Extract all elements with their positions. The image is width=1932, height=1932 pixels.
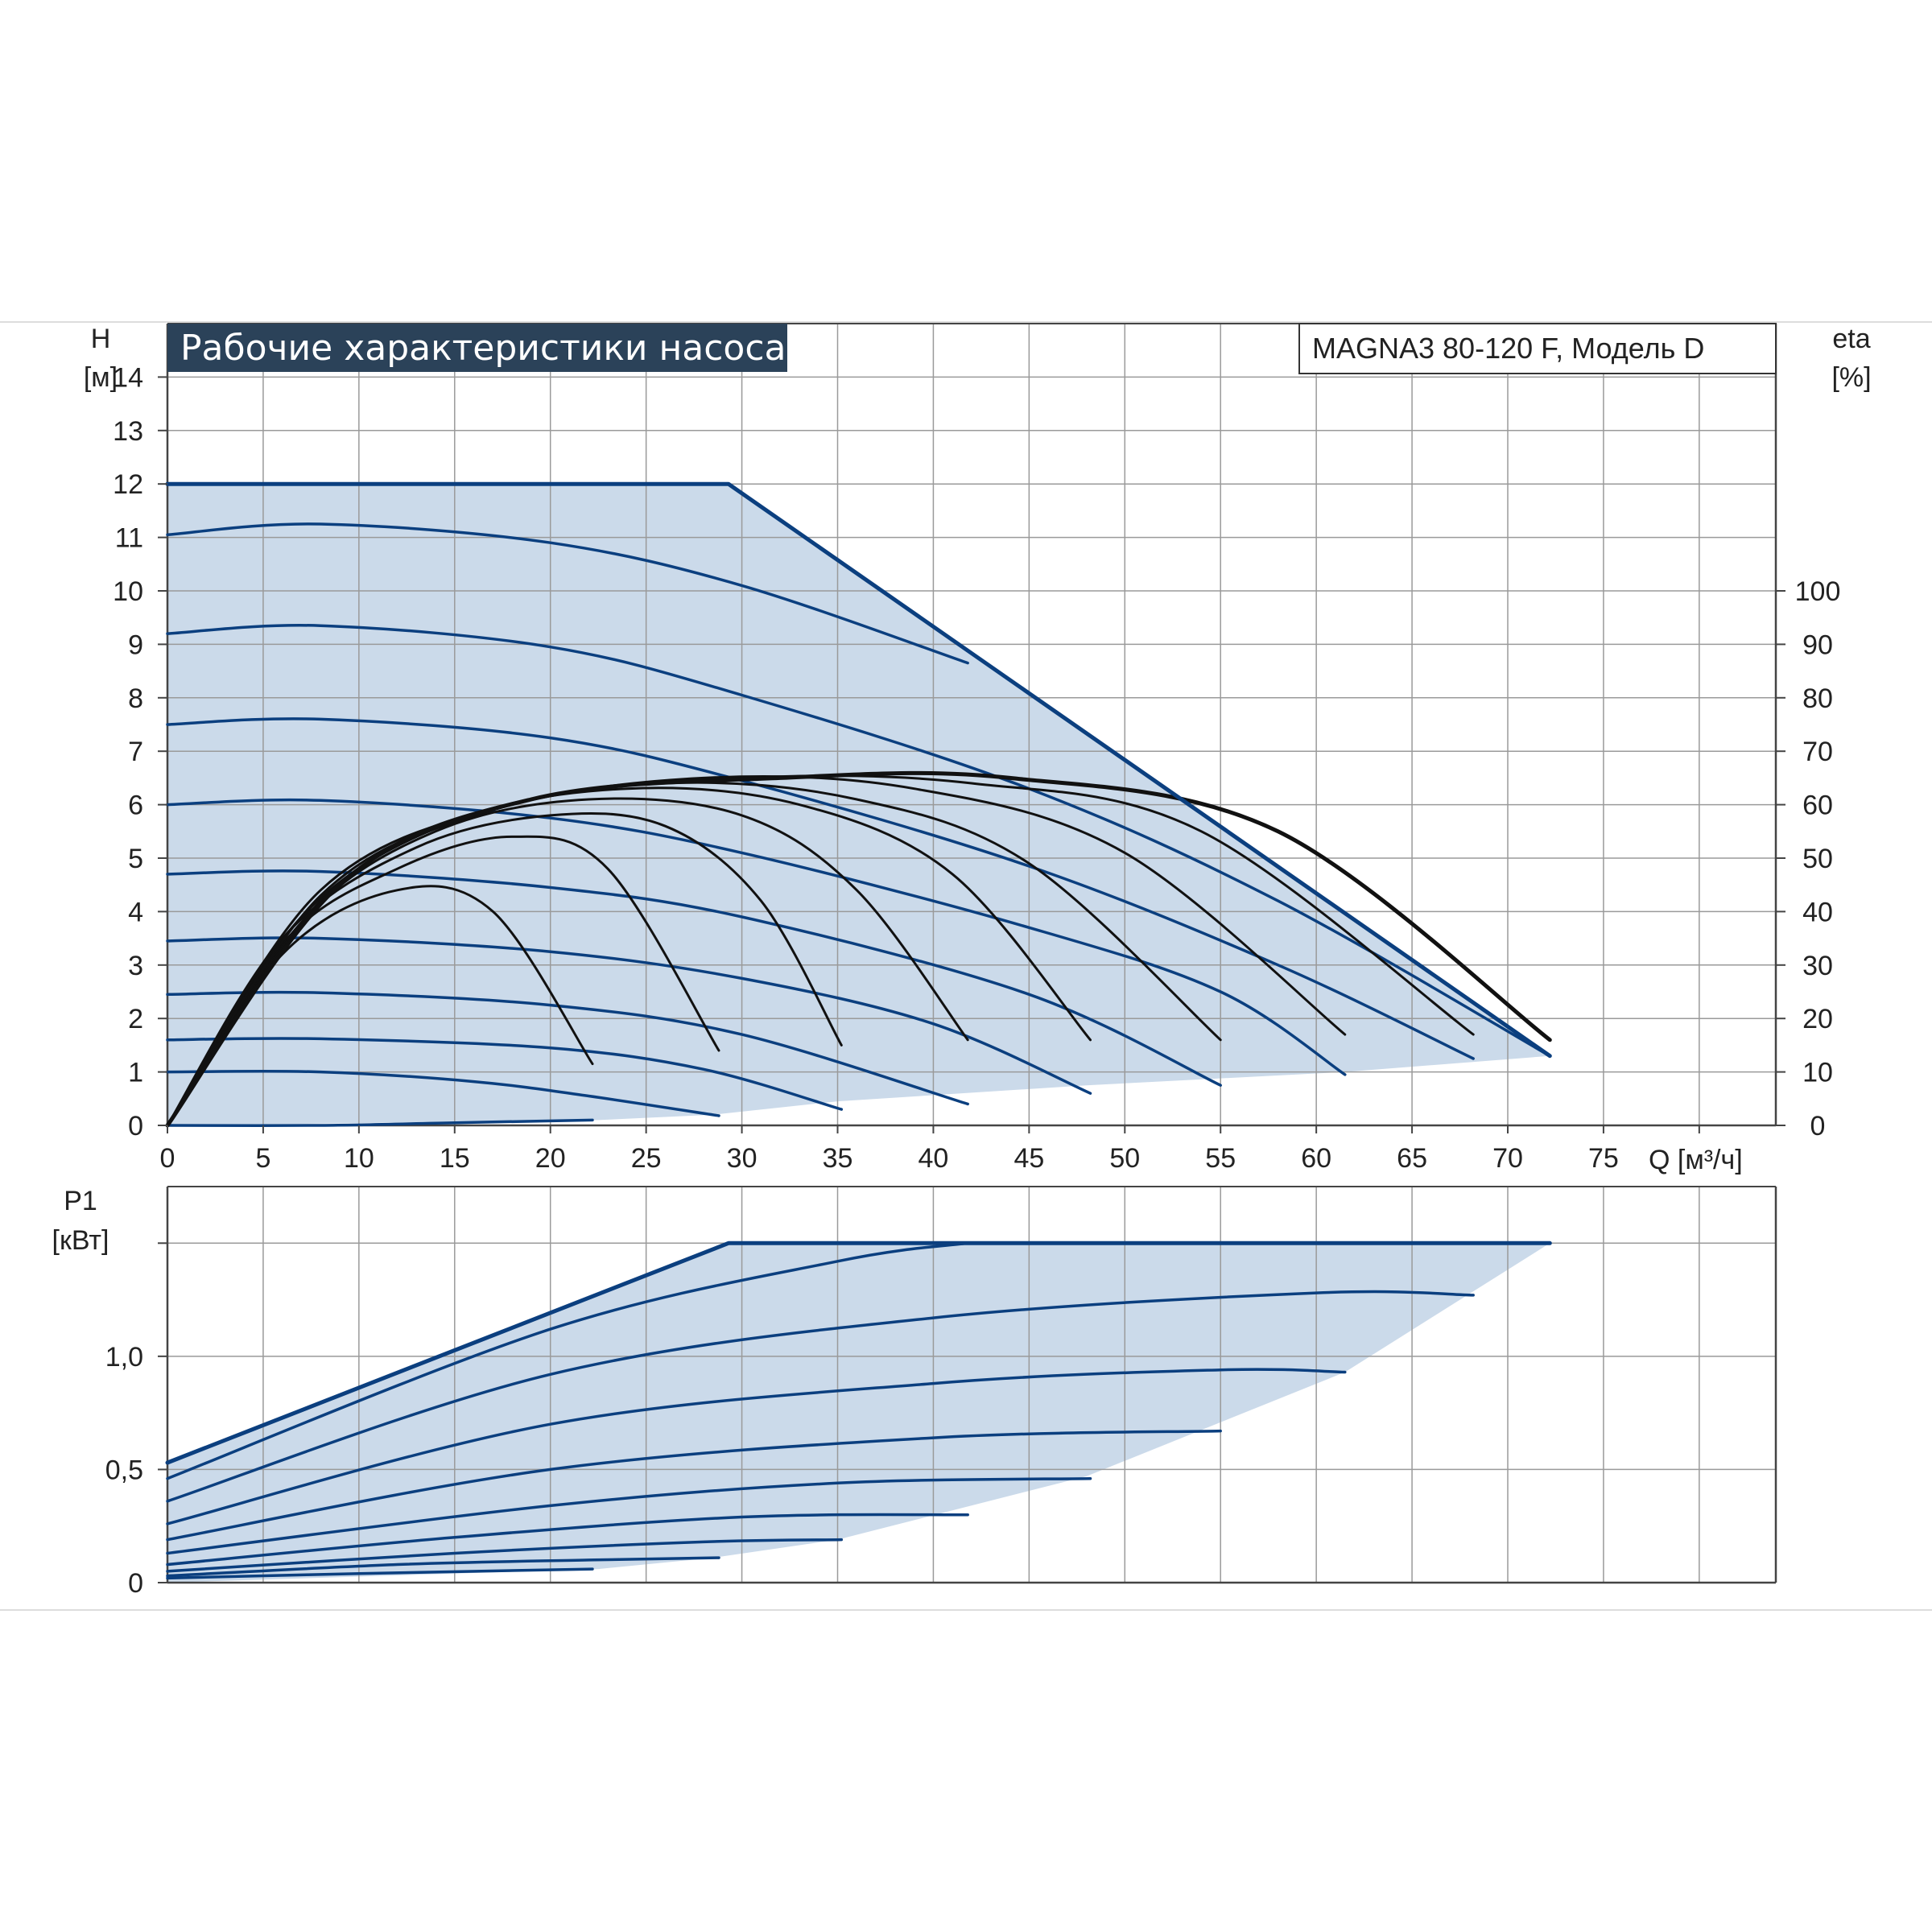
y-tick-label: 3 (128, 951, 143, 981)
head-curve-10 (166, 1118, 594, 1128)
eta-axis-unit: [%] (1831, 362, 1871, 393)
y2-tick-label: 100 (1795, 576, 1841, 607)
head-axis-label: H (91, 324, 111, 354)
x-tick-label: 60 (1301, 1143, 1331, 1174)
power-curves (166, 1241, 1475, 1580)
y2-tick-label: 70 (1802, 737, 1833, 767)
flow-axis-label: Q [м³/ч] (1649, 1145, 1743, 1175)
head-curve-2 (166, 624, 1552, 1058)
title-box (167, 324, 787, 372)
chart-title: Рабочие характеристики насоса (180, 328, 786, 369)
head-curve-8 (166, 1037, 844, 1111)
y-tick-label: 7 (128, 737, 143, 767)
y-tick-label: 12 (113, 469, 143, 500)
power-ticks: 0 0,5 1,0 (105, 1242, 167, 1599)
power-curve-2 (166, 1290, 1475, 1503)
y2-tick-label: 90 (1802, 630, 1833, 660)
x-tick-label: 40 (919, 1143, 949, 1174)
x-tick-label: 15 (440, 1143, 470, 1174)
head-axis-unit: [м] (84, 362, 118, 393)
head-max-line (165, 481, 1552, 1059)
power-axis-unit: [кВт] (52, 1225, 109, 1256)
head-curve-3 (166, 717, 1475, 1060)
power-axis-label: P1 (64, 1186, 97, 1216)
y-tick-label: 4 (128, 897, 143, 927)
head-curve-4 (166, 798, 1347, 1076)
x-tick-label: 10 (344, 1143, 374, 1174)
x-tick-label: 50 (1109, 1143, 1140, 1174)
head-curve-6 (166, 936, 1092, 1095)
y-tick-label: 5 (128, 844, 143, 874)
y2-tick-label: 30 (1802, 951, 1833, 981)
power-curve-4 (166, 1429, 1222, 1542)
power-curve-6 (166, 1513, 969, 1567)
y-tick-label: 13 (113, 416, 143, 447)
head-max-curve (165, 481, 1552, 1059)
efficiency-curves (165, 770, 1552, 1128)
eta-axis-label: eta (1832, 324, 1870, 354)
power-curve-9 (166, 1567, 594, 1580)
y2-tick-label: 80 (1802, 683, 1833, 714)
power-tick-label: 0,5 (105, 1455, 143, 1485)
power-curve-7 (166, 1538, 844, 1573)
power-operating-area (167, 1243, 1550, 1583)
x-tick-label: 25 (631, 1143, 662, 1174)
power-curve-8 (166, 1556, 720, 1578)
x-tick-label: 65 (1397, 1143, 1427, 1174)
x-tick-label: 55 (1205, 1143, 1236, 1174)
x-tick-label: 45 (1013, 1143, 1044, 1174)
power-area-fill (167, 1243, 1550, 1583)
x-tick-label: 70 (1492, 1143, 1523, 1174)
efficiency-curve-7 (166, 774, 1347, 1127)
power-max-curve (165, 1241, 1552, 1465)
x-tick-label: 5 (255, 1143, 270, 1174)
x-tick-label: 75 (1588, 1143, 1619, 1174)
head-curve-7 (166, 990, 969, 1106)
y2-tick-label: 60 (1802, 791, 1833, 821)
head-curve-1 (166, 522, 969, 665)
power-curve-5 (166, 1476, 1092, 1555)
head-curve-5 (166, 869, 1222, 1087)
power-tick-label: 0 (128, 1568, 143, 1599)
head-curve-9 (166, 1069, 720, 1117)
y2-tick-label: 0 (1810, 1111, 1826, 1141)
y-tick-label: 8 (128, 683, 143, 714)
x-tick-label: 35 (823, 1143, 853, 1174)
power-tick-label: 1,0 (105, 1342, 143, 1373)
head-curves (166, 522, 1552, 1128)
y2-tick-label: 40 (1802, 897, 1833, 927)
y-tick-label: 10 (113, 576, 143, 607)
y2-tick-label: 10 (1802, 1058, 1833, 1088)
y-tick-label: 14 (113, 362, 143, 393)
y-tick-label: 0 (128, 1111, 143, 1141)
y2-tick-label: 20 (1802, 1004, 1833, 1034)
efficiency-curve-9 (165, 770, 1552, 1128)
y-tick-label: 1 (128, 1058, 143, 1088)
y-tick-label: 9 (128, 630, 143, 660)
power-curve-1 (166, 1241, 969, 1480)
y-tick-label: 11 (115, 523, 143, 554)
x-tick-label: 30 (727, 1143, 758, 1174)
y-tick-label: 2 (128, 1004, 143, 1034)
y2-tick-label: 50 (1802, 844, 1833, 874)
model-label: MAGNA3 80-120 F, Модель D (1312, 332, 1704, 365)
power-max-line (165, 1241, 1552, 1465)
head-ticks: 0 5 10 15 20 25 30 35 40 45 50 55 60 65 70 750123456789… (113, 362, 1840, 1174)
model-box (1298, 323, 1777, 374)
x-tick-label: 0 (160, 1143, 175, 1174)
power-curve-3 (166, 1368, 1347, 1525)
x-tick-label: 20 (535, 1143, 566, 1174)
y-tick-label: 6 (128, 791, 143, 821)
